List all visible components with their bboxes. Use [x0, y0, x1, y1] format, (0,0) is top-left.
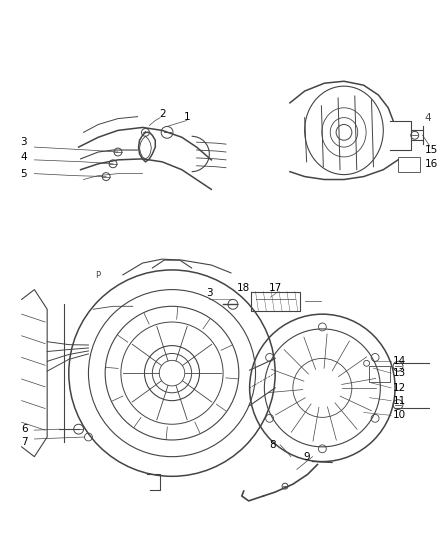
Text: 5: 5 — [20, 168, 27, 179]
Text: 12: 12 — [393, 383, 406, 393]
Text: 9: 9 — [304, 451, 310, 462]
Text: P: P — [95, 271, 100, 280]
Text: 13: 13 — [393, 368, 406, 378]
Text: 4: 4 — [20, 152, 27, 162]
Bar — [368, 366, 390, 382]
Text: 14: 14 — [393, 357, 406, 366]
Text: 7: 7 — [21, 437, 28, 447]
Text: 6: 6 — [21, 424, 28, 434]
Text: 15: 15 — [424, 145, 438, 155]
Text: 2: 2 — [159, 109, 166, 119]
Text: 1: 1 — [184, 111, 190, 122]
Text: 11: 11 — [393, 395, 406, 406]
Text: 4: 4 — [424, 112, 431, 123]
Text: 8: 8 — [269, 440, 276, 450]
Bar — [398, 157, 420, 172]
Text: 3: 3 — [206, 287, 212, 297]
Text: 18: 18 — [237, 282, 251, 293]
Text: 3: 3 — [20, 137, 27, 147]
Text: 10: 10 — [393, 410, 406, 421]
Text: 16: 16 — [424, 159, 438, 169]
Text: 17: 17 — [268, 282, 282, 293]
